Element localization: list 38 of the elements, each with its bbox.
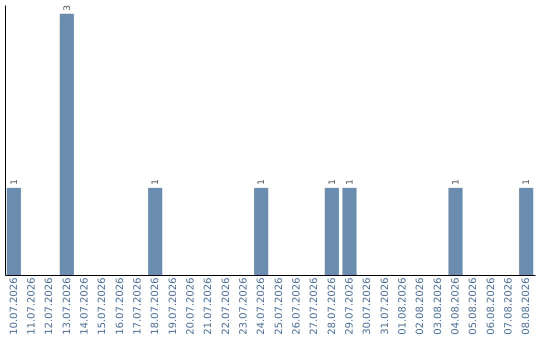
- x-tick-label: 14.07.2026: [80, 278, 90, 335]
- x-tick-label: 07.08.2026: [504, 278, 514, 335]
- x-tick-label: 18.07.2026: [150, 278, 162, 335]
- x-tick-label: 25.07.2026: [274, 278, 285, 335]
- x-tick-label: 01.08.2026: [398, 278, 408, 335]
- x-tick-label: 30.07.2026: [362, 278, 374, 335]
- x-tick-label: 17.07.2026: [132, 278, 144, 335]
- data-label: 1: [346, 179, 356, 185]
- x-tick-label: 31.07.2026: [380, 278, 391, 335]
- x-tick-label: 28.07.2026: [326, 278, 338, 335]
- x-tick-label: 10.07.2026: [8, 278, 20, 335]
- data-label: 1: [10, 179, 20, 185]
- x-tick-label: 13.07.2026: [62, 278, 73, 335]
- x-tick-label: 26.07.2026: [292, 278, 302, 335]
- data-label: 1: [257, 179, 268, 185]
- x-tick-label: 03.08.2026: [432, 278, 444, 335]
- x-tick-label: 11.07.2026: [26, 278, 38, 335]
- x-tick-label: 15.07.2026: [97, 278, 108, 335]
- data-label: 1: [328, 179, 338, 185]
- data-label: 3: [62, 4, 73, 11]
- x-tick-label: 12.07.2026: [44, 278, 56, 335]
- data-label: 1: [452, 179, 462, 185]
- x-tick-label: 20.07.2026: [186, 278, 196, 335]
- data-label: 1: [151, 179, 162, 185]
- x-tick-label: 05.08.2026: [468, 278, 480, 335]
- data-label: 1: [522, 179, 532, 185]
- x-tick-label: 19.07.2026: [168, 278, 179, 335]
- x-tick-label: 21.07.2026: [203, 278, 214, 335]
- x-tick-label: 27.07.2026: [309, 278, 320, 335]
- x-tick-label: 23.07.2026: [238, 278, 250, 335]
- x-tick-label: 29.07.2026: [344, 278, 356, 335]
- x-tick-label: 02.08.2026: [415, 278, 426, 335]
- x-tick-label: 08.08.2026: [521, 278, 532, 335]
- x-tick-label: 16.07.2026: [114, 278, 126, 335]
- x-tick-label: 04.08.2026: [450, 278, 462, 335]
- x-tick-label: 06.08.2026: [486, 278, 497, 335]
- x-tick-label: 24.07.2026: [256, 278, 268, 335]
- x-tick-label: 22.07.2026: [220, 278, 232, 335]
